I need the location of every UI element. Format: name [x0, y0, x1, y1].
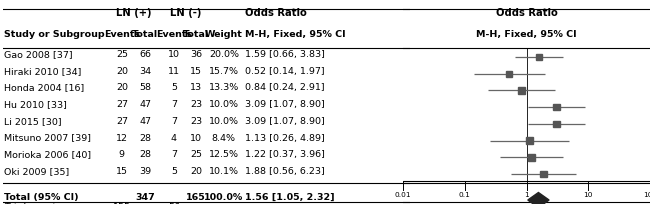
Text: 20.0%: 20.0% [209, 50, 239, 59]
Text: 165: 165 [187, 193, 206, 202]
Text: 20: 20 [116, 67, 128, 76]
Text: 7: 7 [171, 117, 177, 126]
Text: 25: 25 [190, 150, 202, 159]
Text: LN (+): LN (+) [116, 8, 151, 18]
Text: 12.5%: 12.5% [209, 150, 239, 159]
Bar [553, 104, 560, 110]
Text: Honda 2004 [16]: Honda 2004 [16] [4, 83, 84, 92]
Text: 23: 23 [190, 117, 202, 126]
Text: 36: 36 [190, 50, 202, 59]
Text: 12: 12 [116, 134, 128, 143]
Text: Morioka 2006 [40]: Morioka 2006 [40] [4, 150, 91, 159]
Text: 10.1%: 10.1% [209, 167, 239, 176]
Text: 5: 5 [171, 167, 177, 176]
Text: Total: Total [133, 30, 159, 39]
Text: 23: 23 [190, 100, 202, 109]
Text: 1.22 [0.37, 3.96]: 1.22 [0.37, 3.96] [246, 150, 325, 159]
Text: Total events: Total events [4, 203, 61, 204]
Text: Study or Subgroup: Study or Subgroup [4, 30, 105, 39]
Text: 58: 58 [140, 83, 151, 92]
Text: 28: 28 [140, 134, 151, 143]
Text: 100: 100 [643, 192, 650, 198]
Text: Odds Ratio: Odds Ratio [246, 8, 307, 18]
Text: Hiraki 2010 [34]: Hiraki 2010 [34] [4, 67, 81, 76]
Text: 3.09 [1.07, 8.90]: 3.09 [1.07, 8.90] [246, 117, 325, 126]
Text: 47: 47 [140, 117, 151, 126]
Text: 5: 5 [171, 83, 177, 92]
Text: Odds Ratio: Odds Ratio [495, 8, 558, 18]
Text: M-H, Fixed, 95% CI: M-H, Fixed, 95% CI [246, 30, 346, 39]
Text: Events: Events [104, 30, 140, 39]
Text: 15: 15 [116, 167, 128, 176]
Text: 0.52 [0.14, 1.97]: 0.52 [0.14, 1.97] [246, 67, 325, 76]
Text: 1: 1 [524, 192, 529, 198]
Text: 8.4%: 8.4% [212, 134, 236, 143]
Bar [540, 171, 547, 177]
Text: 10: 10 [584, 192, 593, 198]
Text: 0.1: 0.1 [459, 192, 471, 198]
Text: 7: 7 [171, 100, 177, 109]
Text: 56: 56 [168, 203, 180, 204]
Text: 10.0%: 10.0% [209, 117, 239, 126]
Text: LN (-): LN (-) [170, 8, 201, 18]
Text: 1.59 [0.66, 3.83]: 1.59 [0.66, 3.83] [246, 50, 325, 59]
Text: 4: 4 [171, 134, 177, 143]
Text: 1.56 [1.05, 2.32]: 1.56 [1.05, 2.32] [246, 193, 335, 202]
Text: 13: 13 [190, 83, 202, 92]
Bar [528, 154, 535, 161]
Bar [506, 71, 512, 77]
Text: 10.0%: 10.0% [209, 100, 239, 109]
Polygon shape [528, 193, 549, 204]
Text: Events: Events [156, 30, 192, 39]
Bar [536, 54, 542, 60]
Text: Mitsuno 2007 [39]: Mitsuno 2007 [39] [4, 134, 91, 143]
Bar [526, 137, 533, 144]
Text: 347: 347 [136, 193, 155, 202]
Text: 1.13 [0.26, 4.89]: 1.13 [0.26, 4.89] [246, 134, 325, 143]
Text: 0.01: 0.01 [395, 192, 411, 198]
Text: 20: 20 [190, 167, 202, 176]
Text: M-H, Fixed, 95% CI: M-H, Fixed, 95% CI [476, 30, 577, 39]
Text: Li 2015 [30]: Li 2015 [30] [4, 117, 62, 126]
Text: 9: 9 [119, 150, 125, 159]
Text: 39: 39 [139, 167, 151, 176]
Text: 27: 27 [116, 100, 128, 109]
Text: 155: 155 [113, 203, 131, 204]
Text: 66: 66 [140, 50, 151, 59]
Text: 13.3%: 13.3% [209, 83, 239, 92]
Text: 10: 10 [190, 134, 202, 143]
Text: 15.7%: 15.7% [209, 67, 239, 76]
Text: Weight: Weight [205, 30, 243, 39]
Text: Gao 2008 [37]: Gao 2008 [37] [4, 50, 73, 59]
Bar [553, 121, 560, 127]
Text: Hu 2010 [33]: Hu 2010 [33] [4, 100, 67, 109]
Text: Total: Total [183, 30, 209, 39]
Text: 47: 47 [140, 100, 151, 109]
Text: 0.84 [0.24, 2.91]: 0.84 [0.24, 2.91] [246, 83, 325, 92]
Text: 3.09 [1.07, 8.90]: 3.09 [1.07, 8.90] [246, 100, 325, 109]
Text: 10: 10 [168, 50, 180, 59]
Text: 25: 25 [116, 50, 128, 59]
Text: 34: 34 [139, 67, 151, 76]
Text: 15: 15 [190, 67, 202, 76]
Text: Total (95% CI): Total (95% CI) [4, 193, 79, 202]
Text: 20: 20 [116, 83, 128, 92]
Text: Oki 2009 [35]: Oki 2009 [35] [4, 167, 70, 176]
Bar [519, 87, 525, 94]
Text: 7: 7 [171, 150, 177, 159]
Text: 28: 28 [140, 150, 151, 159]
Text: 1.88 [0.56, 6.23]: 1.88 [0.56, 6.23] [246, 167, 325, 176]
Text: 27: 27 [116, 117, 128, 126]
Text: 11: 11 [168, 67, 180, 76]
Text: 100.0%: 100.0% [204, 193, 244, 202]
